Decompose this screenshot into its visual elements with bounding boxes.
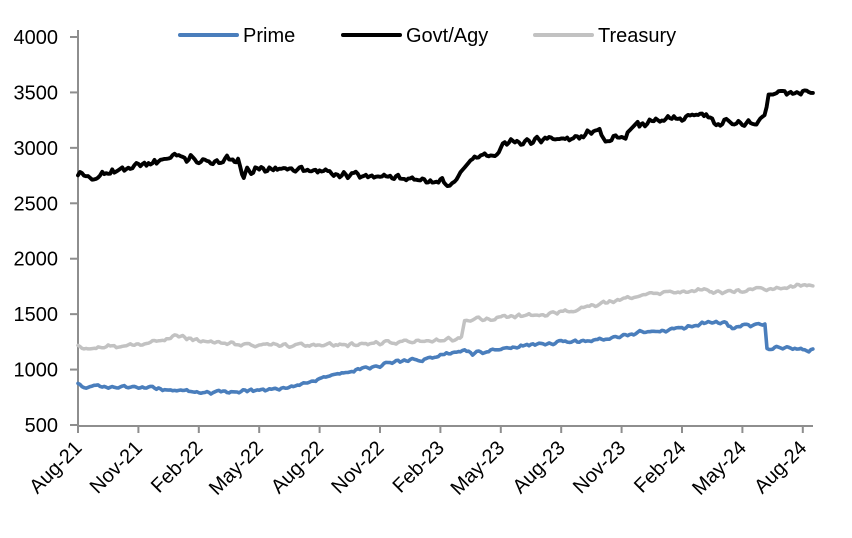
y-axis-ticks: 4000 3500 3000 2500 2000 1500 1000 500 [14, 27, 78, 437]
y-tick-label: 1000 [14, 360, 59, 382]
x-tick-label: May-22 [205, 437, 268, 500]
y-tick-label: 1500 [14, 304, 59, 326]
legend-label-treasury: Treasury [598, 25, 676, 47]
x-tick-label: Aug-21 [25, 437, 86, 498]
legend-item-prime: Prime [178, 25, 295, 47]
series-line-govt-agy [76, 88, 815, 189]
y-tick-label: 4000 [14, 27, 59, 49]
x-tick-label: May-24 [688, 437, 751, 500]
legend-label-prime: Prime [243, 25, 295, 47]
y-tick-label: 3000 [14, 138, 59, 160]
x-tick-label: Nov-22 [327, 437, 388, 498]
legend-label-govt-agy: Govt/Agy [406, 25, 488, 47]
series-lines [76, 88, 815, 396]
x-tick-label: Aug-23 [509, 437, 570, 498]
x-tick-label: Aug-22 [267, 437, 328, 498]
series-line-prime [76, 319, 815, 396]
x-tick-label: Nov-23 [569, 437, 630, 498]
x-tick-label: Feb-23 [389, 437, 449, 497]
x-tick-label: Aug-24 [750, 437, 811, 498]
y-tick-label: 2500 [14, 193, 59, 215]
y-tick-label: 3500 [14, 82, 59, 104]
x-tick-label: Feb-22 [147, 437, 207, 497]
x-tick-label: May-23 [447, 437, 510, 500]
legend-item-treasury: Treasury [533, 25, 676, 47]
series-line-treasury [76, 282, 815, 351]
x-tick-label: Nov-21 [86, 437, 147, 498]
y-tick-label: 500 [25, 415, 58, 437]
legend-item-govt-agy: Govt/Agy [341, 25, 488, 47]
axes [77, 30, 813, 427]
legend: Prime Govt/Agy Treasury [178, 25, 676, 47]
y-tick-label: 2000 [14, 249, 59, 271]
x-tick-label: Feb-24 [630, 437, 690, 497]
